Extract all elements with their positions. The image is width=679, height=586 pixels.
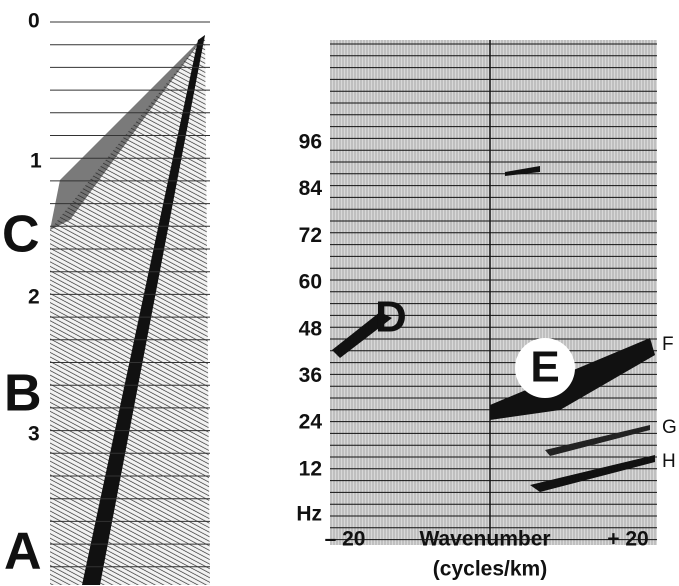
page: 0 1 2 3 C B A E D F G H 9684726048362412… (0, 0, 679, 586)
frequency-label: 96 (299, 131, 322, 154)
x-unit: (cycles/km) (433, 558, 547, 581)
marker: A (4, 523, 42, 581)
marker: C (2, 206, 40, 264)
time-label: 0 (28, 10, 40, 33)
annotation: D (375, 293, 407, 342)
annotation: F (662, 334, 674, 355)
frequency-label: 72 (299, 224, 322, 247)
x-label: + 20 (607, 528, 648, 551)
x-label: Wavenumber (419, 528, 550, 551)
time-label: 1 (30, 150, 42, 173)
annotation: E (530, 343, 559, 392)
annotation: H (662, 451, 676, 472)
frequency-unit: Hz (296, 503, 322, 526)
time-label: 3 (28, 423, 40, 446)
x-label: – 20 (325, 528, 366, 551)
frequency-label: 60 (299, 271, 322, 294)
time-label: 2 (28, 286, 40, 309)
fk-spectrum: E D F G H 96 84 72 60 48 36 24 12 Hz – 20 Waven… (296, 40, 676, 581)
frequency-label: 36 (299, 364, 322, 387)
frequency-label: 24 (299, 411, 323, 434)
frequency-label: 48 (299, 317, 323, 340)
frequency-label: 12 (299, 457, 322, 480)
shot-record: 0 1 2 3 C B A (2, 10, 210, 585)
figure: 0 1 2 3 C B A E D F G H 9684726048362412… (0, 0, 679, 586)
annotation: G (662, 417, 677, 438)
marker: B (4, 365, 42, 423)
frequency-label: 84 (299, 177, 323, 200)
